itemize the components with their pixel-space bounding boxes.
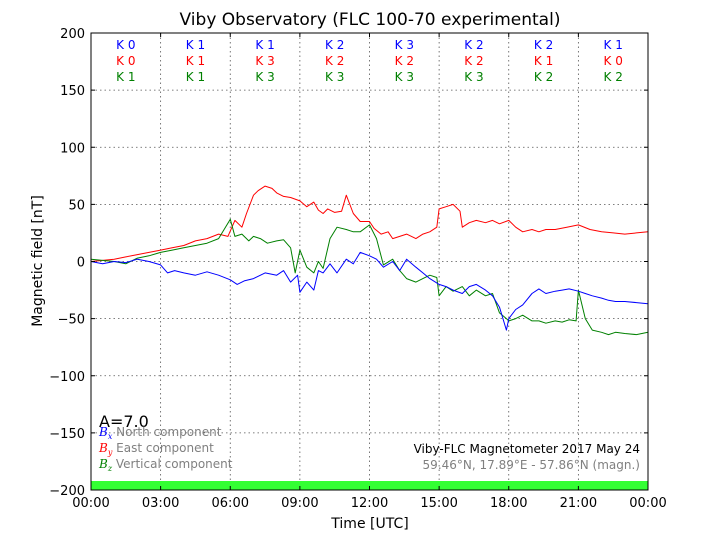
info-line-2: 59.46°N, 17.89°E - 57.86°N (magn.) — [423, 458, 640, 472]
legend-entry: Bz Vertical component — [98, 457, 233, 473]
k-index-label: K 3 — [395, 38, 414, 52]
chart-title: Viby Observatory (FLC 100-70 experimenta… — [180, 10, 561, 30]
grid — [91, 33, 648, 490]
k-index-label: K 1 — [604, 38, 623, 52]
x-tick-label: 21:00 — [560, 496, 597, 511]
y-tick-label: −150 — [49, 427, 85, 442]
k-index-label: K 1 — [534, 54, 553, 68]
y-tick-label: 0 — [77, 256, 85, 271]
k-index-label: K 2 — [395, 54, 414, 68]
legend-entry: Bx North component — [98, 425, 222, 441]
k-index-label: K 1 — [116, 70, 135, 84]
k-index-label: K 3 — [255, 54, 274, 68]
k-index-label: K 3 — [325, 70, 344, 84]
y-tick-label: 100 — [60, 141, 85, 156]
y-axis-label: Magnetic field [nT] — [30, 195, 46, 327]
y-tick-label: 50 — [68, 198, 85, 213]
k-index-label: K 1 — [186, 38, 205, 52]
k-index-label: K 2 — [534, 38, 553, 52]
x-axis-label: Time [UTC] — [330, 516, 408, 532]
k-index-label: K 1 — [255, 38, 274, 52]
k-index-label: K 1 — [186, 54, 205, 68]
k-index-label: K 2 — [325, 38, 344, 52]
x-tick-label: 15:00 — [420, 496, 457, 511]
info-line-1: Viby-FLC Magnetometer 2017 May 24 — [414, 442, 640, 456]
k-index-label: K 2 — [534, 70, 553, 84]
status-bar — [91, 481, 648, 490]
series-line-1 — [90, 185, 649, 262]
series-line-3 — [90, 251, 649, 331]
k-index-label: K 0 — [604, 54, 623, 68]
legend-entry: By East component — [98, 441, 214, 457]
series-layer — [90, 185, 649, 336]
k-index-label: K 2 — [325, 54, 344, 68]
x-tick-label: 03:00 — [142, 496, 179, 511]
x-tick-label: 09:00 — [281, 496, 318, 511]
k-index-label: K 3 — [255, 70, 274, 84]
k-index-label: K 0 — [116, 38, 135, 52]
k-index-label: K 3 — [395, 70, 414, 84]
k-index-label: K 3 — [464, 70, 483, 84]
k-index-label: K 2 — [604, 70, 623, 84]
y-tick-label: 150 — [60, 84, 85, 99]
k-index-label: K 2 — [464, 54, 483, 68]
k-index-label: K 1 — [186, 70, 205, 84]
k-index-label: K 0 — [116, 54, 135, 68]
y-tick-label: −50 — [58, 313, 85, 328]
x-tick-label: 00:00 — [629, 496, 666, 511]
series-line-2 — [90, 218, 649, 336]
y-tick-label: −100 — [49, 370, 85, 385]
k-index-label: K 2 — [464, 38, 483, 52]
y-tick-label: −200 — [49, 484, 85, 499]
x-tick-label: 06:00 — [212, 496, 249, 511]
ticks: 00:00 03:00 06:00 09:00 12:00 15:00 18:00 21:00… — [49, 27, 666, 511]
x-tick-label: 18:00 — [490, 496, 527, 511]
y-tick-label: 200 — [60, 27, 85, 42]
k-index-table: K 0 K 1 K 1 K 2 K 3 K 2 K 2 K 1 K 0 K 1 K 3 K 2 K 2 K… — [116, 38, 623, 84]
x-tick-label: 00:00 — [72, 496, 109, 511]
a-index-label: A=7.0 — [99, 412, 149, 431]
x-tick-label: 12:00 — [351, 496, 388, 511]
